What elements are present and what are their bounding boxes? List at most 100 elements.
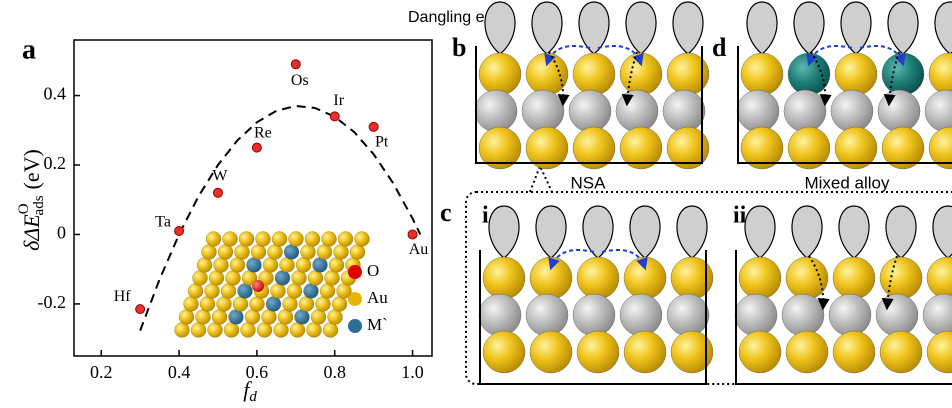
atom: [620, 53, 662, 95]
atom: [927, 257, 952, 299]
atom: [355, 232, 370, 247]
atom: [573, 294, 615, 336]
atom: [208, 323, 223, 338]
x-tick-label: 0.4: [168, 362, 191, 382]
atom: [927, 331, 952, 373]
atom: [835, 53, 877, 95]
atom: [217, 297, 232, 312]
data-point: [213, 188, 222, 197]
y-tick-label: 0.2: [44, 153, 67, 173]
atom: [214, 258, 229, 273]
atom: [616, 90, 658, 132]
atom: [262, 310, 277, 325]
atom: [284, 245, 299, 260]
caption: Mixed alloy: [804, 173, 890, 192]
atom: [350, 245, 365, 260]
atom: [831, 90, 873, 132]
data-point: [291, 60, 300, 69]
atom: [251, 245, 266, 260]
atom: [323, 323, 338, 338]
atom: [735, 294, 777, 336]
atom: [245, 310, 260, 325]
data-point: [136, 305, 145, 314]
atom: [179, 310, 194, 325]
atom: [573, 53, 615, 95]
atom: [479, 53, 521, 95]
atom: [833, 331, 875, 373]
data-point: [369, 122, 378, 131]
atom: [206, 232, 221, 247]
y-label-unit: (eV): [19, 149, 44, 189]
atom: [263, 258, 278, 273]
atom: [311, 310, 326, 325]
atom: [880, 257, 922, 299]
orbital-lobe: [933, 206, 952, 258]
panel-letter: b: [452, 33, 466, 62]
orbital-lobe: [745, 206, 775, 258]
atom: [876, 294, 918, 336]
point-label: W: [212, 167, 228, 184]
point-label: Ir: [333, 92, 344, 109]
data-point: [175, 226, 184, 235]
figure: a b d c i ii Dangling e- NSA Mixed alloy…: [0, 0, 952, 408]
atom: [925, 90, 952, 132]
atom: [320, 284, 335, 299]
atom: [784, 90, 826, 132]
orbital-lobe: [841, 2, 871, 54]
atom: [483, 331, 525, 373]
atom: [202, 245, 217, 260]
orbital-lobe: [935, 2, 952, 54]
point-label: Au: [409, 241, 429, 258]
data-point: [330, 112, 339, 121]
atom: [739, 331, 781, 373]
atom: [296, 258, 311, 273]
data-point: [408, 230, 417, 239]
atom: [205, 284, 220, 299]
atom: [929, 53, 952, 95]
point-label: Ta: [155, 214, 171, 231]
atom: [252, 280, 264, 292]
point-label: Re: [254, 124, 272, 141]
legend-swatch: [348, 265, 362, 279]
legend-label: M`: [367, 315, 388, 334]
atom: [667, 294, 709, 336]
atom: [235, 245, 250, 260]
point-label: Os: [291, 72, 309, 89]
orbital-lobe: [886, 206, 916, 258]
atom: [577, 331, 619, 373]
atom: [188, 284, 203, 299]
atom: [272, 232, 287, 247]
panel-letter: d: [712, 33, 727, 62]
atom: [475, 90, 517, 132]
atom: [338, 232, 353, 247]
atom: [328, 310, 343, 325]
atom: [229, 310, 244, 325]
orbital-lobe: [489, 206, 519, 258]
atom: [530, 331, 572, 373]
atom: [923, 294, 952, 336]
data-point: [252, 143, 261, 152]
atom: [569, 90, 611, 132]
atom: [782, 294, 824, 336]
atom: [266, 297, 281, 312]
legend-label: Au: [367, 288, 388, 307]
atom: [530, 257, 572, 299]
orbital-lobe: [626, 2, 656, 54]
atom: [197, 258, 212, 273]
atom: [624, 257, 666, 299]
orbital-lobe: [536, 206, 566, 258]
atom: [479, 294, 521, 336]
atom: [788, 53, 830, 95]
orbital-lobe: [839, 206, 869, 258]
atom: [882, 53, 924, 95]
y-tick-label: 0: [57, 223, 66, 243]
atom: [322, 232, 337, 247]
atom: [212, 310, 227, 325]
orbital-lobe: [673, 2, 703, 54]
atom: [196, 310, 211, 325]
atom: [522, 90, 564, 132]
atom: [289, 232, 304, 247]
y-label-sup: O: [16, 203, 32, 214]
atom: [175, 323, 190, 338]
y-label-sub: ads: [31, 195, 47, 215]
